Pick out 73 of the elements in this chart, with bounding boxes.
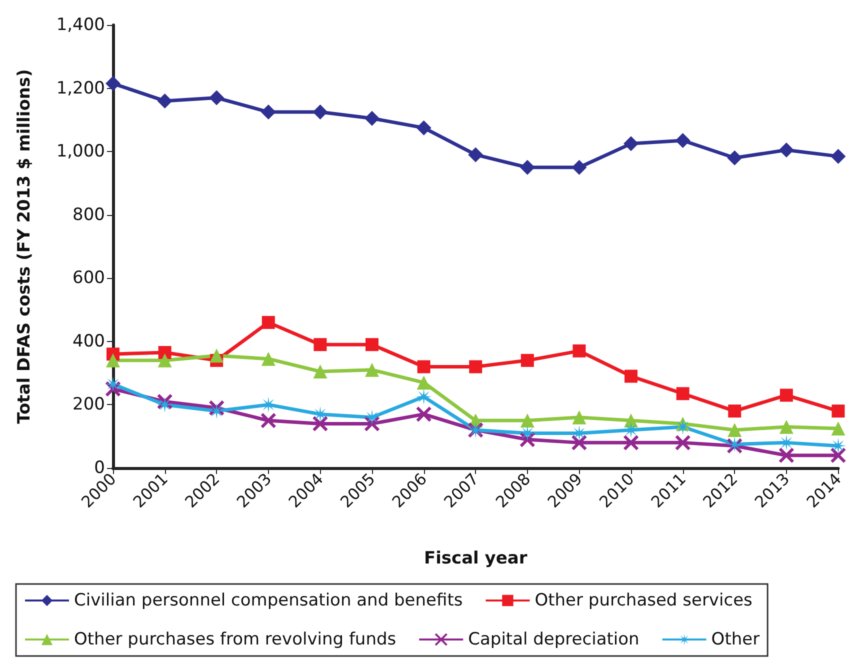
point: [676, 387, 690, 400]
point: [519, 425, 536, 442]
point: [262, 316, 275, 329]
point: [312, 416, 328, 432]
point: [469, 360, 482, 374]
point: [261, 352, 276, 366]
y-tick-label: 400: [72, 331, 105, 352]
point: [572, 344, 586, 358]
point: [674, 434, 691, 451]
point: [313, 364, 328, 378]
point: [416, 376, 431, 390]
point: [106, 353, 120, 368]
legend-label: Other purchases from revolving funds: [74, 630, 396, 650]
point: [416, 388, 432, 405]
point: [830, 447, 846, 464]
point: [157, 93, 172, 108]
point: [314, 338, 327, 352]
point: [417, 360, 430, 374]
point: [778, 447, 794, 464]
y-tick-label: 600: [72, 268, 105, 288]
point: [780, 388, 793, 402]
point: [158, 353, 172, 368]
point: [260, 412, 276, 429]
point: [728, 404, 742, 418]
point: [366, 338, 379, 352]
point: [416, 406, 432, 422]
point: [105, 380, 121, 397]
y-tick-label: 1,000: [56, 142, 105, 162]
point: [572, 160, 587, 175]
point: [209, 90, 224, 106]
point: [831, 421, 846, 436]
point: [364, 416, 380, 432]
point: [728, 423, 742, 438]
point: [571, 434, 588, 451]
point: [727, 150, 742, 166]
y-tick-label: 1,400: [56, 15, 105, 35]
point: [572, 410, 586, 424]
y-axis-title: Total DFAS costs (FY 2013 $ millions): [14, 69, 34, 424]
point: [520, 160, 535, 175]
point: [364, 409, 380, 426]
point: [468, 147, 484, 162]
point: [520, 354, 534, 367]
point: [365, 362, 380, 377]
y-tick-label: 0: [94, 458, 105, 478]
point: [832, 404, 845, 418]
point: [260, 104, 276, 120]
point: [519, 432, 536, 448]
point: [156, 394, 173, 410]
point: [105, 376, 121, 392]
y-tick-label: 1,200: [56, 78, 105, 98]
y-tick-label: 800: [72, 204, 105, 225]
point: [778, 142, 794, 158]
legend-label: Other purchased services: [534, 590, 753, 610]
point: [830, 148, 846, 164]
point: [624, 136, 639, 152]
legend-label: Capital depreciation: [468, 630, 640, 650]
point: [106, 76, 120, 92]
point: [624, 370, 638, 383]
y-tick-label: 200: [72, 394, 105, 415]
point: [364, 110, 380, 126]
point: [624, 414, 638, 428]
point: [675, 132, 690, 148]
point: [158, 346, 172, 360]
point: [779, 420, 794, 434]
x-axis-title: Fiscal year: [424, 548, 528, 568]
point: [416, 120, 432, 136]
point: [208, 400, 225, 416]
point: [520, 414, 534, 428]
legend-label: Civilian personnel compensation and benefits: [74, 590, 463, 610]
point: [312, 104, 328, 120]
point: [210, 348, 224, 363]
point: [623, 434, 640, 451]
legend-label: Other: [711, 630, 760, 650]
